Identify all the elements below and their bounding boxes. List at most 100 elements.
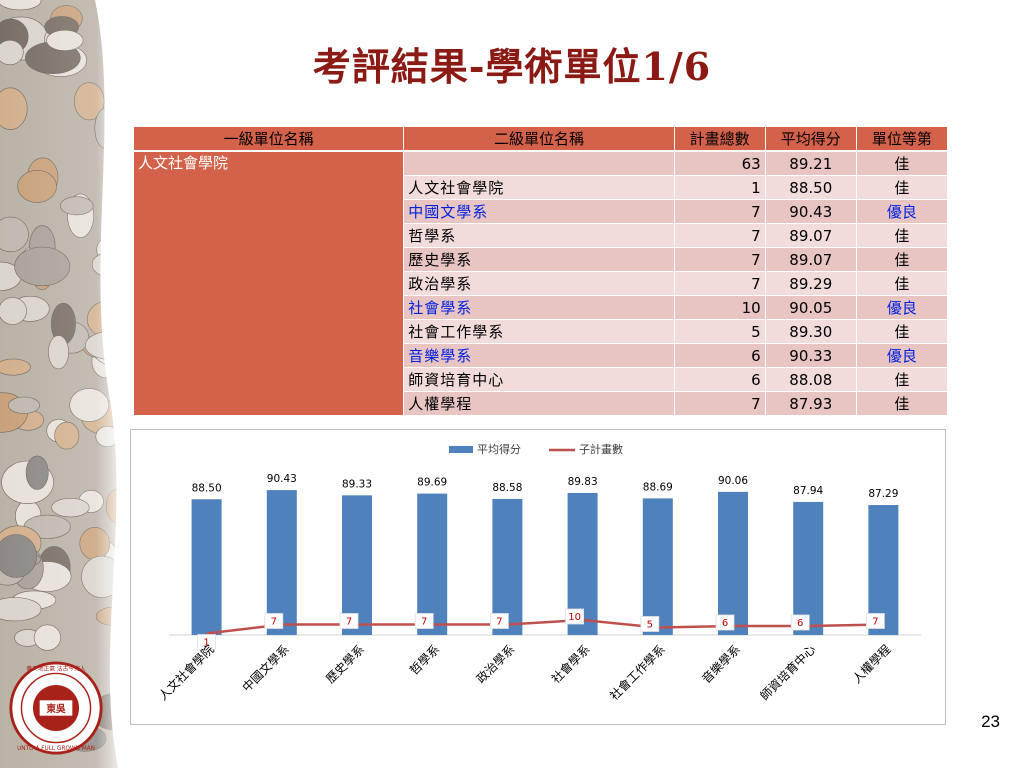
project-count-cell: 63	[673, 150, 766, 176]
average-score-cell: 87.93	[764, 391, 857, 416]
line-data-label: 7	[421, 617, 427, 628]
evaluation-table: 一級單位名稱 二級單位名稱 計畫總數 平均得分 單位等第 人文社會學院 63 89.…	[132, 126, 949, 416]
average-score-cell: 90.43	[764, 199, 857, 224]
page-title: 考評結果-學術單位1/6	[312, 44, 712, 89]
x-tick-label: 哲學系	[407, 642, 442, 677]
bar-data-label: 89.83	[568, 476, 598, 488]
line-data-label: 10	[568, 612, 581, 623]
level2-unit-cell: 音樂學系	[403, 343, 675, 368]
line-data-label-box	[264, 613, 284, 629]
bar-data-label: 87.94	[793, 485, 823, 497]
header-average-score: 平均得分	[764, 126, 857, 152]
project-count-cell: 7	[673, 271, 766, 296]
x-tick-label: 社會學系	[548, 642, 593, 687]
average-score-cell: 89.30	[764, 319, 857, 344]
bar-data-label: 90.43	[267, 473, 297, 485]
table-row: 社會工作學系 5 89.30 佳	[134, 319, 949, 344]
stone-background-image	[0, 0, 128, 768]
line-data-label-box	[565, 608, 585, 625]
bar-average-score	[492, 498, 523, 635]
table-row: 人文社會學院 1 88.50 佳	[134, 175, 949, 200]
svg-text:東吳: 東吳	[46, 703, 66, 715]
line-data-label: 7	[872, 617, 878, 628]
line-subproject-count	[206, 618, 884, 635]
header-level2-unit: 二級單位名稱	[403, 126, 675, 152]
x-tick-label: 人文社會學院	[155, 642, 217, 704]
project-count-cell: 7	[673, 223, 766, 248]
x-tick-label: 中國文學系	[239, 642, 292, 695]
level2-unit-cell: 人權學程	[403, 391, 675, 416]
unit-grade-cell: 優良	[855, 343, 949, 368]
table-row: 哲學系 7 89.07 佳	[134, 223, 949, 248]
line-data-label: 7	[271, 617, 277, 628]
line-data-label-box	[414, 613, 434, 629]
line-data-label: 7	[496, 617, 502, 628]
level2-unit-cell: 人文社會學院	[403, 175, 675, 200]
table-row: 人文社會學院 63 89.21 佳	[132, 150, 949, 416]
bar-data-label: 88.69	[643, 481, 673, 493]
table-row: 政治學系 7 89.29 佳	[134, 271, 949, 296]
x-tick-label: 師資培育中心	[757, 642, 819, 704]
level2-unit-cell: 歷史學系	[403, 247, 675, 272]
level2-unit-cell: 師資培育中心	[403, 367, 675, 392]
project-count-cell: 6	[673, 367, 766, 392]
table-row: 中國文學系 7 90.43 優良	[134, 199, 949, 224]
unit-grade-cell: 佳	[855, 391, 949, 416]
unit-grade-cell: 佳	[855, 367, 949, 392]
legend-label-average-score: 平均得分	[477, 443, 521, 456]
x-tick-label: 音樂學系	[699, 642, 744, 687]
project-count-cell: 1	[673, 175, 766, 200]
line-data-label: 6	[722, 618, 728, 629]
legend-label-subproject-count: 子計畫數	[579, 442, 623, 456]
line-data-label: 5	[647, 620, 653, 631]
unit-grade-cell: 佳	[855, 247, 949, 272]
average-score-cell: 89.21	[764, 150, 857, 176]
unit-grade-cell: 佳	[855, 175, 949, 200]
line-data-label-box	[715, 614, 735, 631]
average-score-cell: 90.33	[764, 343, 857, 368]
line-data-label-box	[489, 613, 509, 629]
header-level1-unit: 一級單位名稱	[132, 126, 405, 152]
line-data-label-box	[339, 613, 359, 629]
bar-data-label: 88.50	[192, 482, 222, 494]
header-project-count: 計畫總數	[673, 126, 766, 152]
bar-data-label: 88.58	[492, 482, 522, 494]
header-unit-grade: 單位等第	[855, 126, 949, 152]
unit-grade-cell: 優良	[855, 199, 949, 224]
bar-average-score	[342, 495, 372, 635]
project-count-cell: 10	[673, 295, 766, 320]
unit-grade-cell: 佳	[855, 271, 949, 296]
university-seal-logo: 東吳 養天地正氣 法古今完人 UNTO A FULL GROWN MAN	[9, 661, 103, 755]
average-score-cell: 89.07	[764, 223, 857, 248]
level1-unit-cell: 人文社會學院	[132, 150, 405, 416]
level2-unit-cell: 哲學系	[403, 223, 675, 248]
x-tick-label: 社會工作學系	[606, 642, 668, 704]
level2-unit-cell: 社會學系	[403, 295, 675, 320]
bar-average-score	[266, 490, 297, 635]
svg-text:UNTO A FULL GROWN MAN: UNTO A FULL GROWN MAN	[17, 746, 95, 752]
project-count-cell: 7	[673, 247, 766, 272]
unit-grade-cell: 優良	[855, 295, 949, 320]
project-count-cell: 7	[673, 199, 766, 224]
x-tick-label: 人權學程	[849, 642, 894, 687]
project-count-cell: 5	[673, 319, 766, 344]
bar-data-label: 87.29	[868, 488, 898, 500]
svg-text:養天地正氣 法古今完人: 養天地正氣 法古今完人	[26, 665, 86, 673]
level2-unit-cell: 社會工作學系	[403, 319, 675, 344]
project-count-cell: 6	[673, 343, 766, 368]
x-tick-label: 歷史學系	[323, 642, 367, 686]
table-row: 人權學程 7 87.93 佳	[134, 391, 949, 416]
bar-average-score	[718, 491, 748, 635]
table-row: 師資培育中心 6 88.08 佳	[134, 367, 949, 392]
average-score-cell: 90.05	[764, 295, 857, 320]
bar-average-score	[793, 501, 824, 635]
bar-average-score	[191, 499, 222, 635]
legend-swatch-bar	[449, 446, 473, 453]
line-data-label-box	[866, 613, 885, 629]
project-count-cell: 7	[673, 391, 766, 416]
bar-average-score	[642, 498, 673, 635]
bar-average-score	[417, 493, 448, 635]
chart-panel: 平均得分 子計畫數 88.50 90.43 89.33 89.69 88.58 89.83 8…	[130, 429, 946, 725]
unit-grade-cell: 佳	[855, 319, 949, 344]
average-score-cell: 89.07	[764, 247, 857, 272]
